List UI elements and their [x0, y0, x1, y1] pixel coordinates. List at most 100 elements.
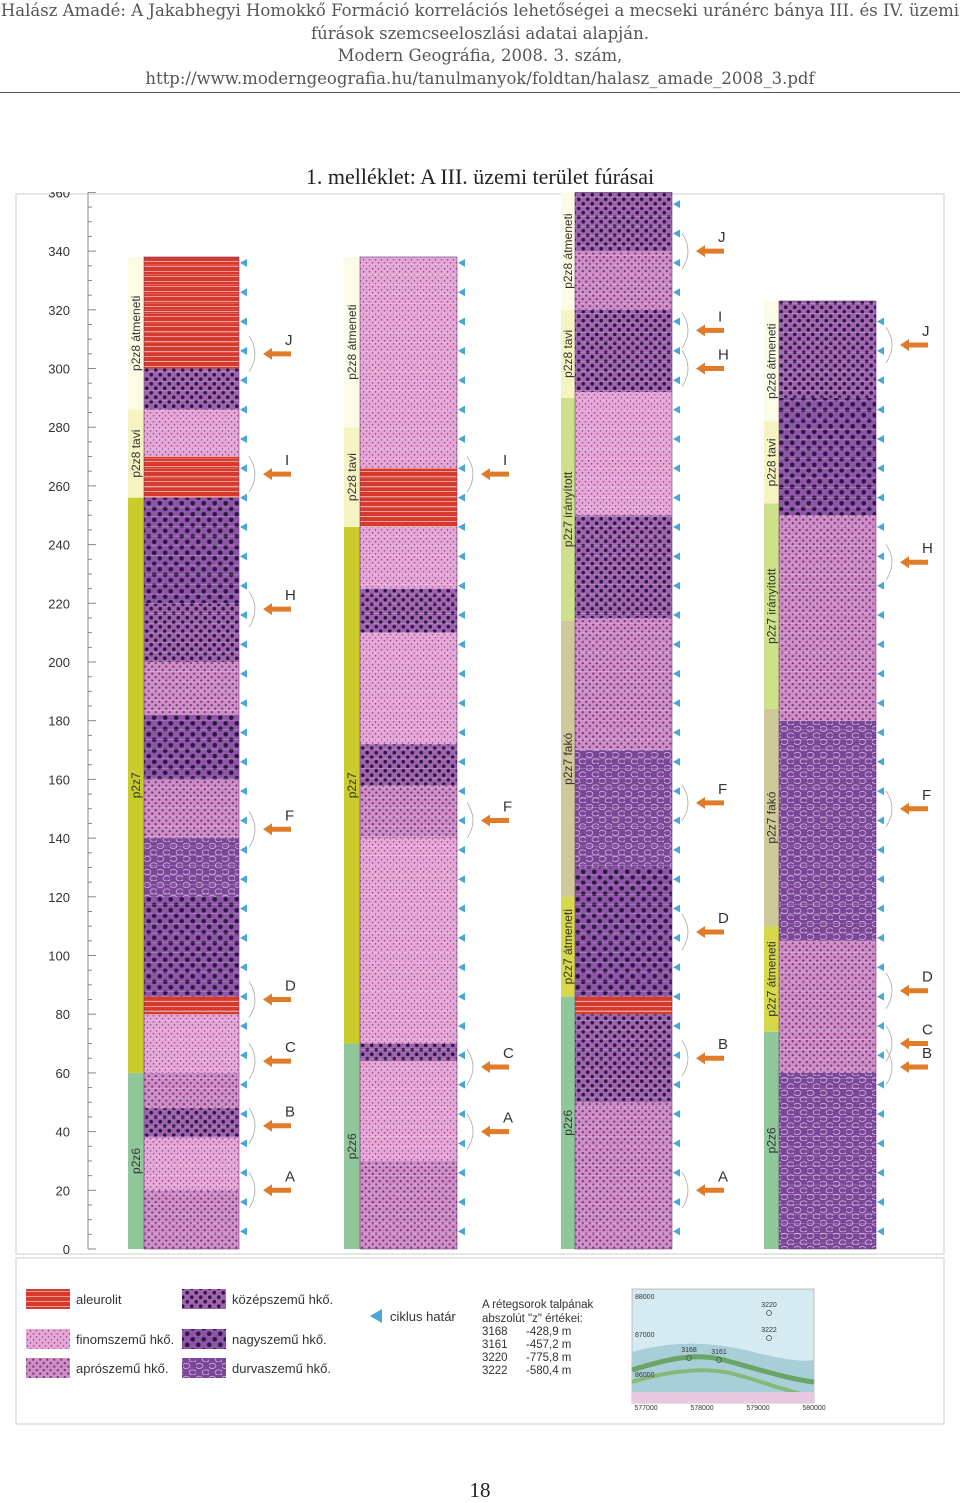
cycle-boundary-marker	[673, 1080, 680, 1089]
layer-apro	[575, 251, 672, 310]
layer-aleurolit	[575, 996, 672, 1015]
cycle-boundary-marker	[673, 875, 680, 884]
layer-apro	[360, 785, 457, 839]
unit-label: p2z8 átmeneti	[765, 323, 779, 398]
map-well-label: 3222	[761, 1327, 777, 1334]
unit-label: p2z8 átmeneti	[345, 304, 359, 379]
cycle-boundary-marker	[673, 669, 680, 678]
cycle-boundary-marker	[458, 992, 465, 1001]
layer-apro	[144, 662, 239, 715]
map-edge	[632, 1392, 814, 1403]
cycle-boundary-marker	[240, 816, 247, 825]
bracket	[466, 1113, 474, 1150]
legend-item-aleurolit: aleurolit	[26, 1289, 122, 1309]
bracket	[681, 312, 689, 349]
cycle-boundary-marker	[240, 581, 247, 590]
arrow-icon	[696, 245, 724, 258]
cycle-boundary-marker	[240, 933, 247, 942]
cycle-boundary-marker	[673, 1168, 680, 1177]
well-3220: p2z6 p2z7 átmeneti p2z7 fakó p2z7 irányítot…	[561, 192, 729, 1278]
cycle-boundary-marker	[240, 640, 247, 649]
marker-F: F	[466, 798, 512, 839]
citation-header: Halász Amadé: A Jakabhegyi Homokkő Formá…	[0, 0, 960, 90]
cycle-boundary-marker	[877, 816, 884, 825]
unit-band	[764, 708, 779, 927]
cycle-boundary-marker	[877, 875, 884, 884]
layer-apro	[779, 515, 876, 721]
cycle-boundary-marker	[877, 1080, 884, 1089]
layer-finom	[144, 1137, 239, 1191]
marker-label: A	[285, 1168, 295, 1185]
cycle-boundary-marker	[458, 405, 465, 414]
bracket	[885, 1048, 893, 1086]
cycle-boundary-marker	[458, 434, 465, 443]
cycle-boundary-marker	[458, 669, 465, 678]
bracket	[466, 802, 474, 839]
arrow-icon	[696, 362, 724, 375]
unit-label: p2z7 fakó	[765, 791, 779, 843]
cycle-boundary-marker	[673, 1051, 680, 1060]
legend-swatch	[26, 1329, 70, 1349]
cycle-boundary-marker	[240, 1227, 247, 1236]
cycle-boundary-marker	[673, 258, 680, 267]
axis-tick-label: 220	[48, 596, 70, 611]
cycle-boundary-marker	[240, 376, 247, 385]
arrow-icon	[263, 468, 291, 481]
cycle-boundary-marker	[458, 875, 465, 884]
header-rule	[0, 92, 960, 93]
unit-band	[561, 896, 575, 997]
cycle-boundary-marker	[673, 1198, 680, 1207]
cycle-boundary-marker	[877, 669, 884, 678]
layer-apro	[360, 1160, 457, 1249]
bracket	[248, 981, 256, 1018]
base-values-well: 3168	[482, 1326, 508, 1338]
marker-label: J	[285, 332, 293, 349]
layer-apro	[575, 617, 672, 751]
marker-label: J	[718, 229, 726, 246]
map-well-marker	[766, 1335, 772, 1341]
marker-label: H	[718, 347, 729, 364]
cycle-boundary-marker	[673, 640, 680, 649]
bracket	[885, 790, 893, 827]
base-values-z: -580,4 m	[526, 1365, 571, 1377]
arrow-icon	[481, 814, 509, 827]
unit-band	[344, 427, 360, 527]
unit-label: p2z6	[345, 1133, 359, 1159]
bracket	[248, 1042, 256, 1080]
cycle-boundary-marker	[673, 757, 680, 766]
layer-aleurolit	[144, 256, 239, 310]
figure-title: 1. melléklet: A III. üzemi terület fúrás…	[305, 164, 655, 189]
axis-tick-label: 300	[48, 362, 70, 377]
cycle-boundary-marker	[240, 845, 247, 854]
unit-band	[561, 192, 575, 310]
cycle-boundary-marker	[877, 757, 884, 766]
unit-label: p2z6	[561, 1109, 575, 1135]
cycle-boundary-marker	[877, 1051, 884, 1060]
borehole-figure: 0 20 40 60 80 100 120 140 160 180 200 220 240 260 280 3…	[15, 192, 945, 1425]
bracket	[466, 455, 474, 493]
map-well-label: 3168	[681, 1347, 697, 1354]
layer-finom	[360, 526, 457, 589]
marker-label: A	[718, 1168, 728, 1185]
unit-label: p2z8 átmeneti	[561, 213, 575, 288]
cycle-boundary-marker	[877, 933, 884, 942]
cycle-boundary-marker	[673, 1109, 680, 1118]
bracket	[248, 1107, 256, 1144]
cycle-boundary-marker	[673, 376, 680, 385]
bracket	[681, 913, 689, 951]
marker-label: B	[718, 1036, 728, 1053]
marker-J: J	[248, 332, 293, 373]
map-band	[631, 1368, 815, 1399]
cycle-boundary-marker	[458, 963, 465, 972]
cycle-boundary-marker	[240, 1198, 247, 1207]
cycle-boundary-marker	[673, 1021, 680, 1030]
cycle-boundary-marker	[877, 434, 884, 443]
layer-durva	[779, 1072, 876, 1249]
marker-label: B	[285, 1104, 295, 1121]
unit-band	[764, 300, 779, 422]
layer-durva	[144, 838, 239, 897]
bracket	[681, 232, 689, 270]
axis-tick-label: 100	[48, 949, 70, 964]
cycle-boundary-marker	[458, 376, 465, 385]
cycle-boundary-marker	[240, 1139, 247, 1148]
